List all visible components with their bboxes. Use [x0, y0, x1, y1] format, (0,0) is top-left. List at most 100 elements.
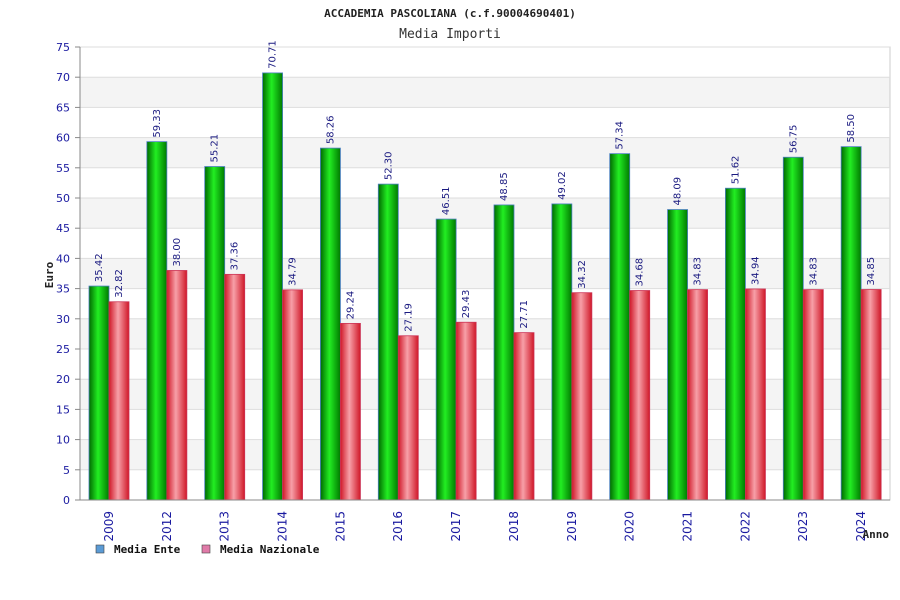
- x-tick-label: 2018: [507, 511, 521, 542]
- chart-title: ACCADEMIA PASCOLIANA (c.f.90004690401): [324, 7, 576, 20]
- bar-media-ente: [88, 285, 110, 501]
- x-axis: 2009 2012 2013 2014 2015 2016 2017 2018 2019 2020…: [80, 499, 890, 542]
- x-tick-label: 2021: [681, 511, 695, 542]
- data-label: 29.43: [461, 290, 472, 319]
- legend-swatch: [201, 544, 211, 554]
- bars: [88, 72, 882, 501]
- data-label: 34.68: [635, 258, 646, 287]
- data-label: 59.33: [152, 109, 163, 138]
- bar-media-ente: [204, 166, 226, 501]
- x-tick-label: 2014: [276, 511, 290, 542]
- bar-media-nazionale: [571, 292, 593, 501]
- bar-media-ente: [609, 153, 631, 501]
- bar-media-nazionale: [802, 289, 824, 501]
- y-tick-label: 55: [56, 162, 70, 175]
- bar-media-ente: [320, 147, 341, 501]
- legend-label: Media Ente: [114, 543, 181, 556]
- y-tick-label: 30: [56, 313, 70, 326]
- data-label: 57.34: [615, 121, 626, 150]
- data-label: 49.02: [557, 171, 568, 200]
- bar-media-nazionale: [340, 322, 361, 501]
- y-axis: 0 5 10 15 20 25 30 35 40 45 50 55 60 65 70 75: [56, 41, 81, 507]
- data-label: 46.51: [441, 186, 452, 215]
- grid-band: [80, 469, 890, 500]
- plot-background: [79, 46, 891, 501]
- data-label: 35.42: [94, 253, 105, 282]
- y-tick-label: 50: [56, 192, 70, 205]
- legend-swatch: [95, 544, 105, 554]
- y-tick-label: 70: [56, 71, 70, 84]
- bar-media-ente: [840, 146, 862, 501]
- bar-media-ente: [435, 218, 457, 501]
- data-label: 34.83: [693, 257, 704, 286]
- bar-media-nazionale: [513, 332, 535, 501]
- data-label: 32.82: [114, 269, 125, 298]
- bar-media-nazionale: [687, 289, 708, 501]
- grid-band: [80, 349, 890, 380]
- x-tick-label: 2019: [565, 511, 579, 542]
- bar-media-nazionale: [282, 289, 303, 501]
- data-label: 27.71: [519, 300, 530, 329]
- grid-band: [80, 379, 890, 410]
- bar-media-ente: [667, 209, 688, 501]
- x-tick-label: 2015: [333, 511, 347, 542]
- x-tick-label: 2012: [160, 511, 174, 542]
- x-tick-label: 2024: [854, 511, 868, 542]
- grid-band: [80, 228, 890, 259]
- legend: Media Ente Media Nazionale: [95, 543, 320, 556]
- data-label: 58.50: [846, 114, 857, 143]
- bar-media-nazionale: [166, 270, 188, 501]
- y-tick-label: 65: [56, 101, 70, 114]
- grid-band: [80, 77, 890, 108]
- y-tick-label: 15: [56, 403, 70, 416]
- data-label: 34.32: [577, 260, 588, 289]
- x-tick-label: 2020: [623, 511, 637, 542]
- bar-media-ente: [262, 72, 283, 501]
- data-label: 51.62: [730, 156, 741, 185]
- bar-media-nazionale: [397, 335, 419, 501]
- grid-band: [80, 409, 890, 440]
- value-labels: 35.42 32.82 59.33 38.00 55.21 37.36 70.71 34.79…: [94, 40, 877, 332]
- y-axis-label: Euro: [43, 261, 56, 288]
- data-label: 58.26: [325, 115, 336, 144]
- grid-band: [80, 198, 890, 229]
- bar-media-ente: [493, 204, 515, 501]
- bar-media-nazionale: [108, 301, 130, 501]
- grid-band: [80, 107, 890, 138]
- data-label: 38.00: [172, 238, 183, 267]
- grid-band: [80, 167, 890, 198]
- x-tick-label: 2022: [738, 511, 752, 542]
- data-label: 70.71: [268, 40, 279, 69]
- data-label: 52.30: [383, 151, 394, 180]
- data-label: 48.09: [673, 177, 684, 206]
- y-tick-label: 10: [56, 434, 70, 447]
- data-label: 34.83: [808, 257, 819, 286]
- grid-band: [80, 137, 890, 168]
- y-tick-label: 45: [56, 222, 70, 235]
- y-tick-label: 20: [56, 373, 70, 386]
- chart-subtitle: Media Importi: [399, 27, 501, 42]
- y-tick-label: 35: [56, 283, 70, 296]
- grid-band: [80, 439, 890, 470]
- bar-media-nazionale: [629, 290, 651, 501]
- x-tick-label: 2017: [449, 511, 463, 542]
- data-label: 56.75: [788, 125, 799, 154]
- x-tick-label: 2023: [796, 511, 810, 542]
- grid-band: [80, 318, 890, 349]
- data-label: 37.36: [230, 242, 241, 271]
- x-tick-label: 2016: [391, 511, 405, 542]
- y-tick-label: 75: [56, 41, 70, 54]
- data-label: 27.19: [403, 303, 414, 332]
- bar-media-ente: [782, 156, 804, 501]
- bar-media-ente: [146, 141, 168, 501]
- data-label: 34.79: [288, 257, 299, 286]
- x-tick-label: 2013: [218, 511, 232, 542]
- data-label: 34.85: [866, 257, 877, 286]
- bar-media-ente: [377, 183, 399, 501]
- x-tick-label: 2009: [102, 511, 116, 542]
- grid-band: [80, 288, 890, 319]
- y-tick-label: 25: [56, 343, 70, 356]
- bar-media-nazionale: [745, 288, 766, 501]
- bar-media-nazionale: [455, 321, 477, 501]
